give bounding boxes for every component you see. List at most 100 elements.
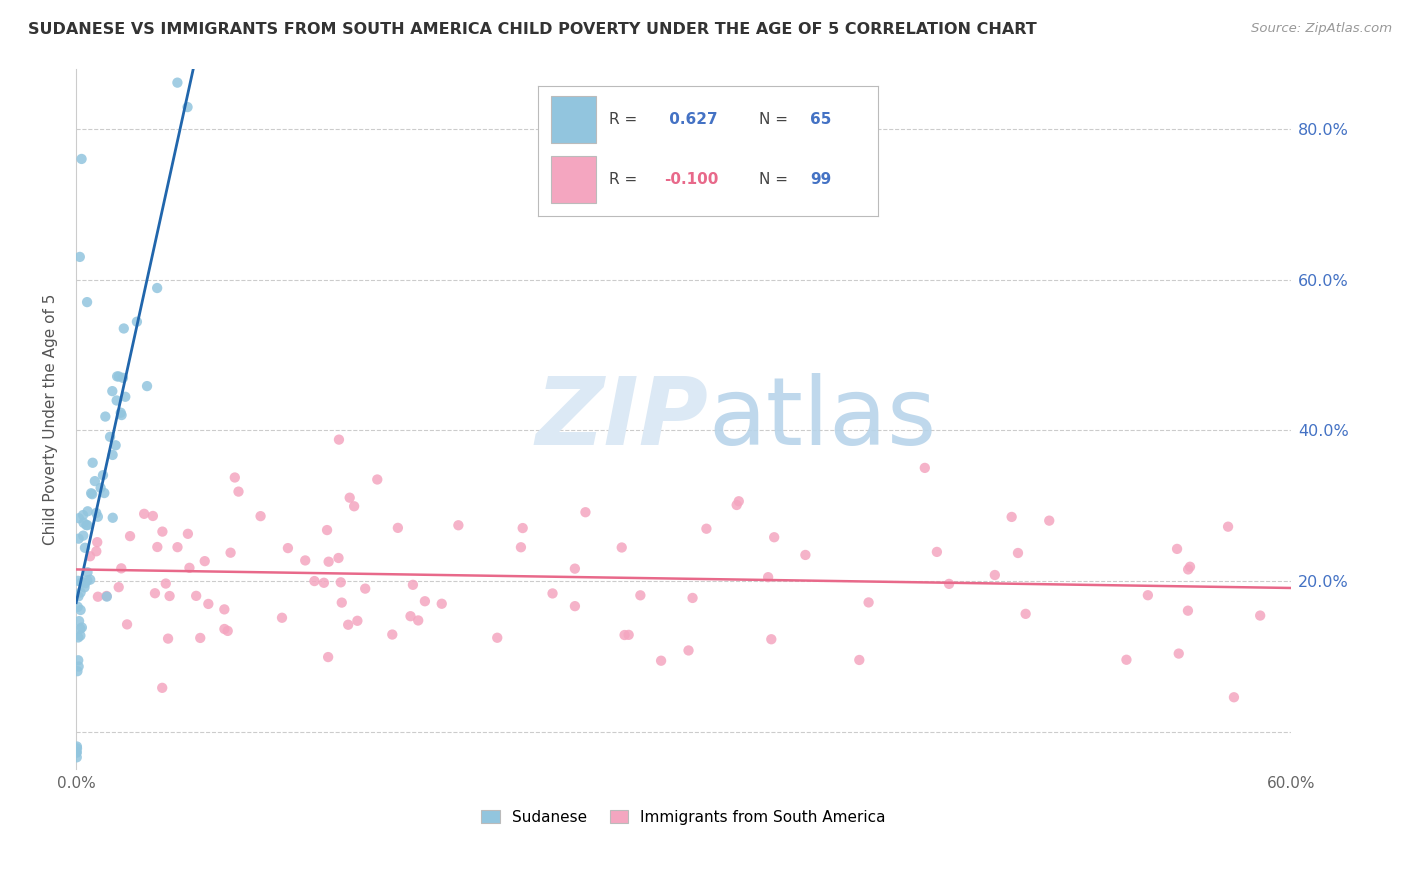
Point [682,591,704,605]
Point [96,589,118,603]
Point [67,511,90,525]
Point [512,521,534,535]
Point [76,518,98,533]
Point [105,393,128,408]
Point [381,627,404,641]
Point [152,524,174,539]
Point [564,561,586,575]
Point [72,528,94,542]
Point [105,369,128,384]
Point [1216,519,1239,533]
Point [66,741,89,756]
Point [1167,647,1189,661]
Point [110,561,132,575]
Point [214,602,236,616]
Point [98,430,121,444]
Point [228,484,250,499]
Point [541,586,564,600]
Point [328,433,350,447]
Point [628,588,651,602]
Point [69,603,91,617]
Point [67,590,90,604]
Point [564,599,586,614]
Point [1177,604,1199,618]
Point [727,494,749,508]
Point [1038,514,1060,528]
Point [312,575,335,590]
Point [224,470,246,484]
Point [938,577,960,591]
Point [650,654,672,668]
Point [1115,653,1137,667]
Point [66,750,89,764]
Point [725,498,748,512]
Point [66,664,89,678]
Legend: Sudanese, Immigrants from South America: Sudanese, Immigrants from South America [481,810,886,825]
Point [66,574,89,588]
Point [574,505,596,519]
Point [613,628,636,642]
Point [329,575,352,590]
Point [107,580,129,594]
Point [1177,562,1199,576]
Point [76,504,98,518]
Text: atlas: atlas [707,373,936,465]
Point [142,508,165,523]
Point [217,624,239,638]
Point [413,594,436,608]
Point [87,509,110,524]
Point [115,617,138,632]
Point [271,611,294,625]
Point [70,620,93,634]
Point [143,586,166,600]
Point [146,540,169,554]
Point [763,530,786,544]
Point [136,379,159,393]
Point [402,578,425,592]
Point [118,529,141,543]
Point [294,553,316,567]
Point [76,566,98,580]
Point [406,614,429,628]
Point [197,597,219,611]
Point [188,631,211,645]
Point [104,438,127,452]
Point [67,653,90,667]
Point [617,628,640,642]
Text: SUDANESE VS IMMIGRANTS FROM SOUTH AMERICA CHILD POVERTY UNDER THE AGE OF 5 CORRE: SUDANESE VS IMMIGRANTS FROM SOUTH AMERIC… [28,22,1036,37]
Point [73,541,96,555]
Point [316,523,339,537]
Point [1007,546,1029,560]
Y-axis label: Child Poverty Under the Age of 5: Child Poverty Under the Age of 5 [44,293,58,545]
Point [110,408,132,422]
Point [194,554,217,568]
Point [166,540,188,554]
Point [67,659,90,673]
Point [150,681,173,695]
Point [447,518,470,533]
Point [157,632,180,646]
Point [318,555,340,569]
Point [101,448,124,462]
Point [695,522,717,536]
Point [328,551,350,566]
Point [304,574,326,588]
Point [1223,690,1246,705]
Point [430,597,453,611]
Point [82,487,104,501]
Point [176,100,198,114]
Point [756,570,779,584]
Point [111,371,134,385]
Point [1166,541,1188,556]
Point [925,545,948,559]
Point [86,535,108,549]
Point [69,629,91,643]
Point [76,295,98,310]
Point [179,561,201,575]
Point [65,745,87,759]
Point [678,643,700,657]
Point [114,390,136,404]
Point [86,544,108,558]
Point [73,580,96,594]
Point [69,250,91,264]
